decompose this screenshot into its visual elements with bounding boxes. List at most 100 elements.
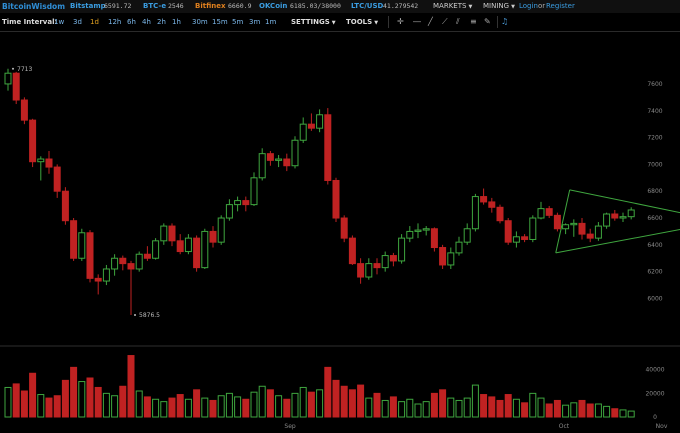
exchange-okcoin-name[interactable]: OKCoin — [259, 2, 288, 10]
tools-menu[interactable]: TOOLS ▼ — [346, 13, 378, 32]
volume-bar — [299, 386, 307, 418]
volume-bar — [29, 372, 37, 418]
volume-bar — [504, 394, 512, 418]
price-tick-label: 6800 — [647, 188, 662, 195]
candle-body — [176, 240, 184, 253]
price-tick-label: 7600 — [647, 81, 662, 88]
volume-bar — [373, 392, 381, 418]
volume-bar — [521, 402, 529, 418]
horizontal-line-icon[interactable]: ― — [413, 17, 421, 26]
volume-bar — [160, 401, 168, 418]
candle-body — [324, 114, 332, 181]
candle-body — [201, 230, 209, 269]
bell-icon[interactable]: ♫ — [501, 17, 509, 26]
interval-1m[interactable]: 1m — [265, 18, 277, 26]
interval-6h[interactable]: 6h — [127, 18, 136, 26]
markets-menu[interactable]: MARKETS ▼ — [433, 0, 472, 14]
volume-bar — [45, 397, 53, 418]
high-marker — [12, 67, 14, 70]
interval-1h[interactable]: 1h — [172, 18, 181, 26]
candle-body — [184, 237, 192, 253]
interval-3d[interactable]: 3d — [73, 18, 82, 26]
brand-logo[interactable]: BitcoinWisdom — [2, 2, 66, 11]
exchange-btce-name[interactable]: BTC-e — [143, 2, 167, 10]
exchange-ltcusd-name[interactable]: LTC/USD — [351, 2, 384, 10]
chevron-down-icon: ▼ — [374, 20, 379, 26]
price-tick-label: 6000 — [647, 295, 662, 302]
candle-body — [439, 247, 447, 266]
parallel-icon[interactable]: ⫽ — [456, 17, 460, 26]
candle-body — [143, 253, 151, 259]
mining-label: MINING — [483, 2, 510, 10]
volume-bar — [389, 396, 397, 418]
pen-icon[interactable]: ✎ — [484, 17, 491, 26]
settings-label: SETTINGS — [291, 18, 330, 26]
candle-body — [365, 263, 373, 278]
volume-bar — [266, 389, 274, 418]
cursor-icon[interactable]: ✛ — [397, 17, 404, 26]
volume-bar — [143, 396, 151, 418]
candle-body — [225, 204, 233, 219]
volume-bar — [365, 397, 373, 418]
candle-body — [594, 225, 602, 239]
volume-tick-label: 20000 — [645, 390, 664, 397]
volume-bar — [463, 397, 471, 418]
candle-body — [348, 237, 356, 265]
settings-menu[interactable]: SETTINGS ▼ — [291, 13, 336, 32]
volume-bar — [414, 403, 422, 418]
interval-30m[interactable]: 30m — [192, 18, 208, 26]
candle-body — [299, 123, 307, 141]
triangle-left-line — [555, 189, 571, 253]
candle-body — [406, 230, 414, 239]
volume-bar — [283, 398, 291, 418]
interval-3m[interactable]: 3m — [249, 18, 261, 26]
price-tick-label: 7400 — [647, 108, 662, 115]
candle-body — [53, 166, 61, 192]
volume-bar — [4, 386, 12, 418]
candle-body — [70, 220, 78, 259]
register-link[interactable]: Register — [546, 2, 575, 10]
candle-body — [512, 236, 520, 243]
price-chart[interactable]: 7600 7400 7200 7000 6800 6600 6400 6200 6000 771… — [0, 32, 680, 433]
volume-bar — [586, 403, 594, 418]
exchange-bitstamp-name[interactable]: Bitstamp — [70, 2, 106, 10]
volume-bar — [348, 389, 356, 418]
high-price-label: 7713 — [17, 66, 32, 73]
exchange-bitfinex-name[interactable]: Bitfinex — [195, 2, 226, 10]
interval-5m[interactable]: 5m — [232, 18, 244, 26]
fib-icon[interactable]: ≡ — [470, 17, 477, 26]
interval-1w[interactable]: 1w — [54, 18, 65, 26]
candle-body — [209, 230, 217, 243]
price-annotations: 7713 5876.5 — [12, 66, 160, 319]
login-link[interactable]: Login — [519, 2, 538, 10]
volume-bar — [324, 366, 332, 418]
volume-bar — [316, 389, 324, 418]
volume-bar — [439, 389, 447, 418]
mining-menu[interactable]: MINING ▼ — [483, 0, 515, 14]
candle-body — [471, 196, 479, 230]
volume-bar — [430, 392, 438, 418]
volume-bar — [135, 390, 143, 418]
volume-bar — [455, 399, 463, 418]
volume-bar — [94, 386, 102, 418]
price-tick-label: 6600 — [647, 215, 662, 222]
exchange-bitstamp-price: 6591.72 — [104, 2, 132, 10]
interval-2h[interactable]: 2h — [157, 18, 166, 26]
interval-4h[interactable]: 4h — [142, 18, 151, 26]
interval-12h[interactable]: 12h — [108, 18, 122, 26]
or-text: or — [538, 2, 546, 10]
candle-body — [553, 214, 561, 230]
candle-body — [381, 255, 389, 269]
candle-body — [357, 263, 365, 278]
ray-icon[interactable]: ⟋ — [442, 17, 448, 26]
trend-line-icon[interactable]: ╱ — [428, 17, 433, 26]
interval-15m[interactable]: 15m — [212, 18, 228, 26]
candle-body — [266, 153, 274, 161]
candle-body — [94, 277, 102, 282]
volume-bar — [193, 389, 201, 418]
volume-bar — [217, 395, 225, 418]
candle-body — [20, 99, 28, 121]
interval-1d[interactable]: 1d — [90, 18, 99, 26]
chart-toolbar: Time Interval: 1w 3d 1d 12h 6h 4h 2h 1h … — [0, 13, 680, 32]
volume-bar — [201, 397, 209, 418]
